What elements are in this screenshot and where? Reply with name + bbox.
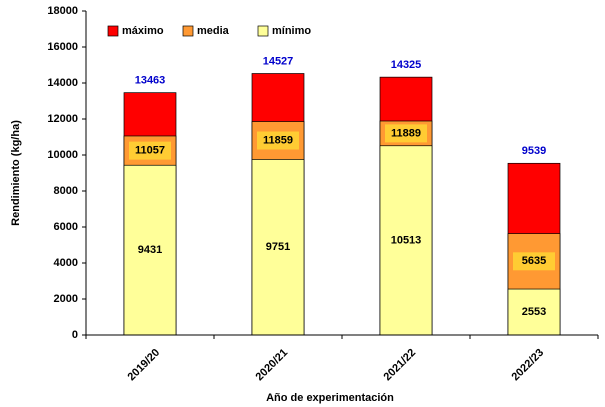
y-tick-label: 16000 bbox=[47, 41, 78, 53]
x-tick-label: 2019/20 bbox=[126, 347, 163, 384]
label-box bbox=[513, 252, 555, 271]
y-tick-label: 0 bbox=[72, 329, 78, 341]
bar bbox=[379, 145, 433, 336]
label-box bbox=[385, 124, 427, 143]
y-tick-label: 18000 bbox=[47, 5, 78, 17]
data-label: 14527 bbox=[263, 55, 294, 67]
x-tick-label: 2022/23 bbox=[510, 347, 547, 384]
legend-swatch bbox=[107, 25, 119, 37]
y-tick-label: 14000 bbox=[47, 77, 78, 89]
data-label: 2553 bbox=[522, 306, 546, 318]
y-tick-label: 4000 bbox=[54, 257, 78, 269]
data-label: 9431 bbox=[138, 244, 162, 256]
x-tick-label: 2020/21 bbox=[254, 347, 291, 384]
legend-label: mínimo bbox=[272, 25, 311, 37]
data-label: 11057 bbox=[135, 145, 165, 157]
data-label: 13463 bbox=[135, 75, 166, 87]
y-axis-title: Rendimiento (kg/ha) bbox=[10, 120, 22, 226]
y-tick-label: 8000 bbox=[54, 185, 78, 197]
data-label: 9751 bbox=[266, 241, 290, 253]
legend-swatch bbox=[257, 25, 269, 37]
bar bbox=[251, 159, 305, 336]
y-tick-label: 6000 bbox=[54, 221, 78, 233]
data-label: 11889 bbox=[391, 127, 421, 139]
data-label: 5635 bbox=[522, 255, 546, 267]
legend-label: máximo bbox=[122, 25, 164, 37]
y-tick-label: 10000 bbox=[47, 149, 78, 161]
data-label: 9539 bbox=[522, 145, 546, 157]
data-label: 14325 bbox=[391, 59, 422, 71]
y-tick-label: 2000 bbox=[54, 293, 78, 305]
x-axis-title: Año de experimentación bbox=[266, 392, 394, 404]
legend-label: media bbox=[197, 25, 230, 37]
legend-swatch bbox=[182, 25, 194, 37]
data-label: 10513 bbox=[391, 234, 422, 246]
label-box bbox=[129, 141, 171, 160]
x-tick-label: 2021/22 bbox=[382, 347, 419, 384]
data-label: 11859 bbox=[263, 134, 293, 146]
bar bbox=[507, 288, 561, 336]
y-tick-label: 12000 bbox=[47, 113, 78, 125]
label-box bbox=[257, 131, 299, 150]
bar bbox=[123, 164, 177, 336]
